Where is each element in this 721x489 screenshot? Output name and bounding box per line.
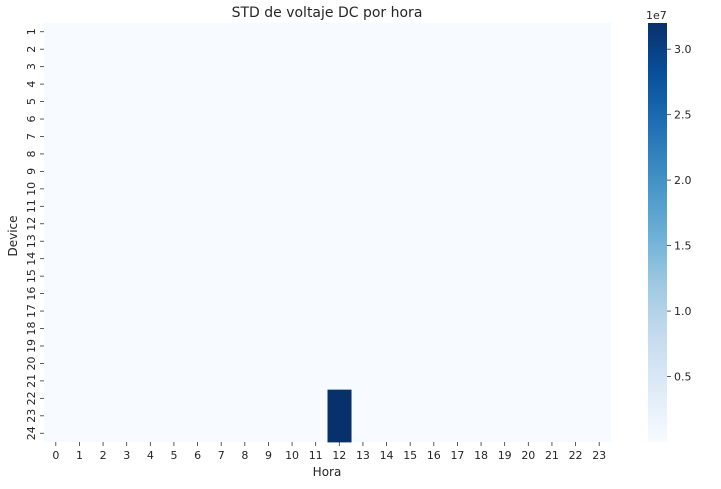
x-tick-label: 0 xyxy=(52,449,59,462)
x-tick-label: 18 xyxy=(474,449,488,462)
y-tick-label: 14 xyxy=(25,252,38,266)
x-tick-label: 12 xyxy=(332,449,346,462)
y-tick-label: 18 xyxy=(25,322,38,336)
x-tick-label: 22 xyxy=(569,449,583,462)
x-tick-label: 3 xyxy=(123,449,130,462)
x-tick-label: 19 xyxy=(498,449,512,462)
x-tick-label: 10 xyxy=(285,449,299,462)
x-tick-label: 20 xyxy=(521,449,535,462)
heatmap-cells xyxy=(327,389,352,443)
y-tick-label: 20 xyxy=(25,356,38,370)
heatmap-plot-area xyxy=(44,23,611,442)
y-tick-label: 21 xyxy=(25,374,38,388)
colorbar xyxy=(648,23,667,442)
x-axis-label: Hora xyxy=(313,465,342,479)
x-tick-label: 4 xyxy=(147,449,154,462)
y-tick-label: 19 xyxy=(25,339,38,353)
y-tick-label: 3 xyxy=(25,63,38,70)
y-tick-label: 11 xyxy=(25,199,38,213)
x-axis-ticks: 0 1 2 3 4 5 6 7 8 9 10 11 12 13 14 15 16 17 18 19 20 21 22 23 xyxy=(52,442,606,462)
heatmap-cell xyxy=(327,424,352,443)
colorbar-tick-label: 1.0 xyxy=(674,305,692,318)
colorbar-tick-label: 1.5 xyxy=(674,240,692,253)
y-tick-label: 17 xyxy=(25,304,38,318)
x-tick-label: 21 xyxy=(545,449,559,462)
y-tick-label: 4 xyxy=(25,81,38,88)
x-tick-label: 13 xyxy=(356,449,370,462)
x-tick-label: 1 xyxy=(76,449,83,462)
y-tick-label: 8 xyxy=(25,150,38,157)
x-tick-label: 23 xyxy=(592,449,606,462)
chart-title: STD de voltaje DC por hora xyxy=(232,5,423,21)
y-tick-label: 6 xyxy=(25,116,38,123)
x-tick-label: 6 xyxy=(194,449,201,462)
colorbar-ticks: 0.5 1.0 1.5 2.0 2.5 3.0 xyxy=(667,43,692,384)
x-tick-label: 5 xyxy=(170,449,177,462)
x-tick-label: 16 xyxy=(427,449,441,462)
y-tick-label: 13 xyxy=(25,234,38,248)
x-tick-label: 7 xyxy=(218,449,225,462)
heatmap-cell xyxy=(327,389,352,408)
heatmap-cell xyxy=(327,407,352,425)
x-tick-label: 2 xyxy=(100,449,107,462)
y-tick-label: 10 xyxy=(25,182,38,196)
y-tick-label: 2 xyxy=(25,46,38,53)
x-tick-label: 15 xyxy=(403,449,417,462)
y-tick-label: 9 xyxy=(25,168,38,175)
colorbar-tick-label: 3.0 xyxy=(674,43,692,56)
y-axis-label: Device xyxy=(6,215,20,256)
x-tick-label: 14 xyxy=(380,449,394,462)
y-tick-label: 22 xyxy=(25,391,38,405)
y-tick-label: 12 xyxy=(25,217,38,231)
x-tick-label: 9 xyxy=(265,449,272,462)
y-tick-label: 7 xyxy=(25,133,38,140)
colorbar-tick-label: 2.5 xyxy=(674,109,692,122)
y-tick-label: 15 xyxy=(25,269,38,283)
y-tick-label: 23 xyxy=(25,409,38,423)
y-tick-label: 16 xyxy=(25,287,38,301)
x-tick-label: 8 xyxy=(241,449,248,462)
colorbar-scale-label: 1e7 xyxy=(646,9,667,22)
x-tick-label: 11 xyxy=(309,449,323,462)
colorbar-tick-label: 2.0 xyxy=(674,174,692,187)
x-tick-label: 17 xyxy=(450,449,464,462)
y-tick-label: 1 xyxy=(25,28,38,35)
y-tick-label: 5 xyxy=(25,98,38,105)
y-tick-label: 24 xyxy=(25,426,38,440)
colorbar-tick-label: 0.5 xyxy=(674,371,692,384)
